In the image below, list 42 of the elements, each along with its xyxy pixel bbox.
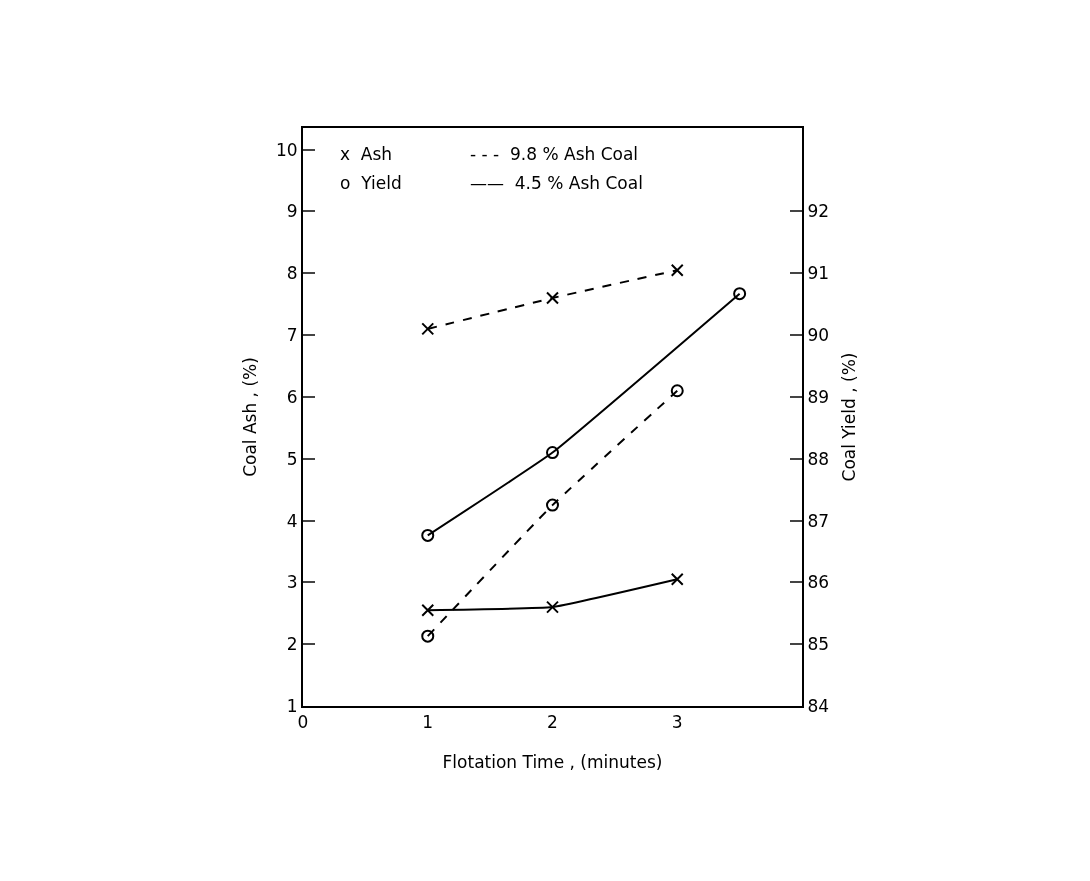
y2-tick-label: 85 — [807, 634, 830, 655]
y-tick-label: 7 — [286, 325, 298, 346]
y-tick-label: 5 — [286, 448, 298, 469]
y-tick-label: 8 — [286, 263, 298, 284]
y2-tick-label: 89 — [807, 386, 830, 407]
point — [421, 322, 435, 336]
y2-tick-label: 92 — [807, 201, 830, 222]
point — [546, 498, 559, 512]
x-tick-label: 1 — [422, 712, 434, 733]
x-axis-title: Flotation Time , (minutes) — [442, 752, 663, 773]
annotation: x Ash — [340, 144, 393, 164]
point — [670, 572, 684, 586]
y2-tick-label: 86 — [807, 572, 830, 593]
y2-tick-label: 87 — [807, 510, 830, 531]
point — [421, 603, 435, 617]
y-tick-label: 9 — [286, 201, 298, 222]
point — [421, 528, 435, 542]
point — [421, 629, 435, 643]
annotation: - - - 9.8 % Ash Coal — [470, 144, 639, 164]
y-tick-label: 1 — [286, 695, 298, 716]
y2-tick-label: 88 — [807, 448, 830, 469]
y-tick-label: 3 — [286, 572, 298, 593]
y-tick-label: 10 — [275, 139, 298, 160]
y2-tick-label: 90 — [807, 325, 830, 346]
y2-tick-label: 84 — [807, 695, 830, 716]
y-tick-label: 6 — [286, 386, 298, 407]
y-tick-label: 4 — [286, 510, 298, 531]
annotation: o Yield — [340, 173, 402, 193]
x-tick-label: 0 — [297, 712, 309, 733]
point — [733, 287, 747, 301]
x-tick-label: 2 — [547, 712, 558, 733]
y-axis-title: Coal Ash , (%) — [240, 357, 261, 477]
annotation: —— 4.5 % Ash Coal — [470, 173, 643, 193]
point — [670, 384, 684, 398]
point — [546, 291, 559, 305]
point — [546, 446, 559, 460]
y-tick-label: 2 — [286, 634, 298, 655]
point — [670, 263, 684, 277]
y2-axis-title: Coal Yield , (%) — [838, 352, 859, 482]
point — [546, 600, 559, 614]
x-tick-label: 3 — [671, 712, 683, 733]
y2-tick-label: 91 — [807, 263, 830, 284]
